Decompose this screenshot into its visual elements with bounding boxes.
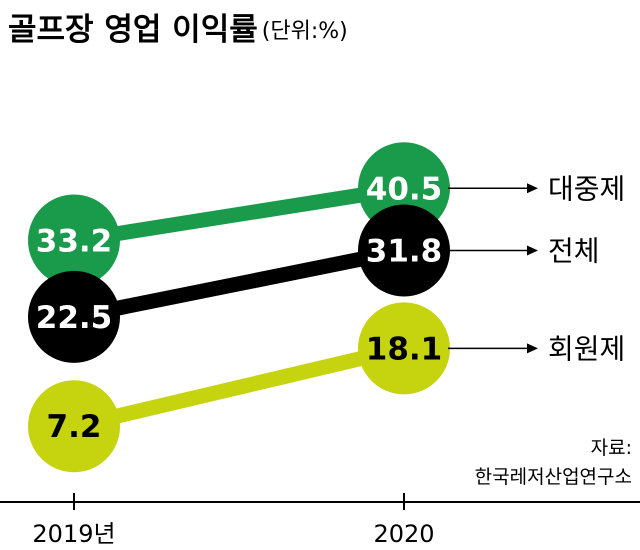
data-point [28, 270, 120, 363]
data-label: 31.8 [366, 233, 443, 269]
series-line [72, 243, 406, 325]
series-1: 33.2 40.5 대중제 [28, 142, 625, 287]
x-tick-label-2019: 2019년 [32, 520, 115, 548]
data-label: 33.2 [36, 223, 113, 259]
series-3: 7.2 18.1 회원제 [28, 302, 625, 473]
series-name-label: 대중제 [548, 172, 625, 205]
series-name-label: 회원제 [548, 332, 625, 365]
data-label: 18.1 [366, 331, 443, 367]
series-pointer-arrowhead [527, 245, 538, 256]
data-point [28, 380, 120, 473]
series-pointer-arrowhead [527, 343, 538, 354]
source-label: 자료: [591, 437, 632, 459]
data-point [28, 194, 120, 287]
chart-title: 골프장 영업 이익률 [8, 12, 258, 48]
series-name-label: 전체 [548, 234, 600, 267]
source-name: 한국레저산업연구소 [475, 466, 632, 488]
data-point [358, 302, 450, 395]
data-label: 7.2 [47, 409, 102, 445]
series-2: 22.5 31.8 전체 [28, 204, 600, 363]
series-line [72, 180, 406, 248]
chart-unit-label: (단위:%) [262, 19, 348, 44]
series-pointer-arrowhead [527, 183, 538, 194]
x-tick-label-2020: 2020 [373, 520, 434, 548]
data-label: 22.5 [36, 300, 113, 336]
data-label: 40.5 [366, 171, 443, 207]
series-layer: 33.2 40.5 대중제 22.5 31.8 전체 7.2 18.1 회원제 [28, 142, 625, 473]
series-line [72, 341, 406, 434]
data-point [358, 204, 450, 297]
